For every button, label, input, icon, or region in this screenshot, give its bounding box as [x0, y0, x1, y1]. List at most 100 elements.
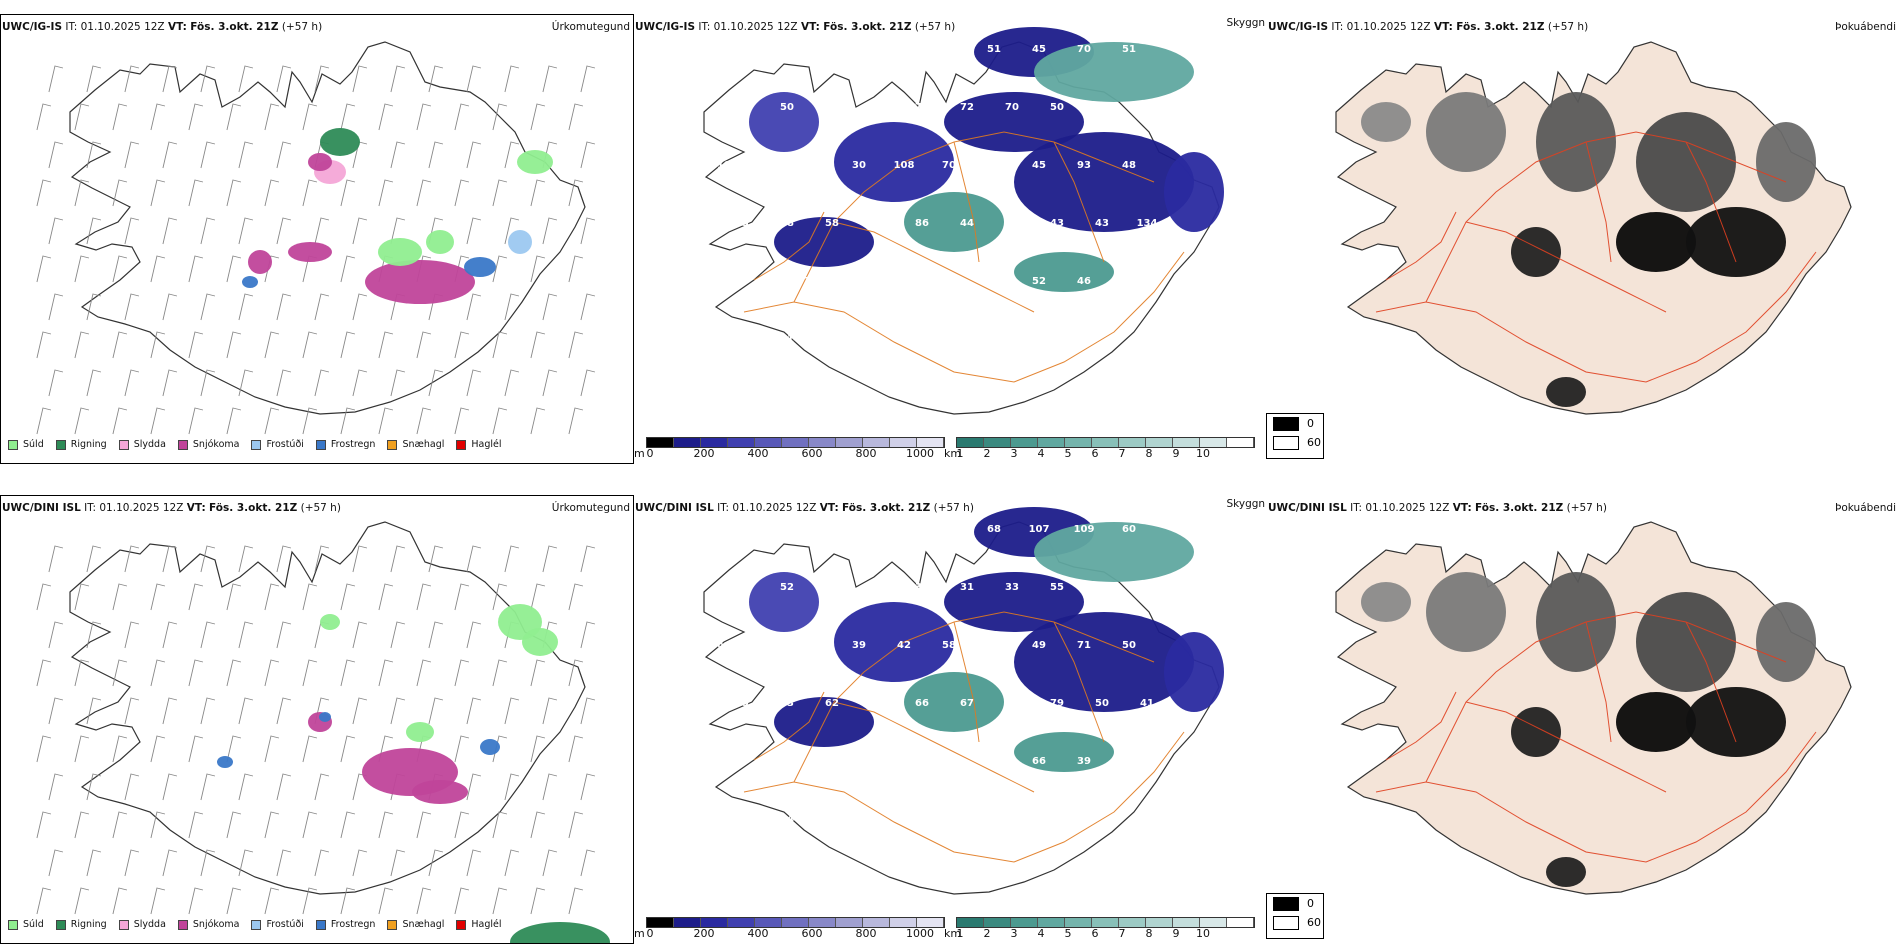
cloud-base-area	[1014, 252, 1114, 292]
cloud-base-area	[1034, 522, 1194, 582]
road	[743, 731, 1185, 863]
wind-barb	[416, 407, 432, 435]
legend-item: Frostregn	[315, 439, 375, 450]
wind-barb	[124, 217, 140, 245]
wind-barb	[340, 659, 356, 687]
visibility-label: 107	[849, 524, 870, 535]
wind-barb	[466, 293, 482, 321]
colorbar-tick: 3	[1010, 447, 1018, 460]
wind-barb	[302, 103, 318, 131]
colorbar-cell	[809, 438, 836, 447]
precip-area	[517, 150, 553, 174]
lead-time: (+57 h)	[300, 502, 341, 514]
visibility-label: 18	[717, 160, 731, 171]
colorbar-cell	[809, 918, 836, 927]
road	[1585, 141, 1612, 263]
visibility-label: 50	[1095, 698, 1109, 709]
colorbar-tick: 5	[1064, 447, 1072, 460]
colorbar-cell	[782, 918, 809, 927]
road	[833, 221, 1035, 313]
fog-panel-row2: UWC/DINI ISL IT: 01.10.2025 12Z VT: Fös.…	[1266, 492, 1900, 944]
visibility-label: 58	[942, 640, 956, 651]
wind-barb	[74, 103, 90, 131]
wind-barb	[416, 887, 432, 915]
precip-area	[412, 780, 468, 804]
vt-label: VT:	[1433, 21, 1453, 33]
fog-panel-row1: UWC/IG-IS IT: 01.10.2025 12Z VT: Fös. 3.…	[1266, 12, 1900, 464]
colorbar-cell	[917, 438, 944, 447]
colorbar-tick: 1	[956, 927, 964, 940]
colorbar-cell	[1173, 438, 1200, 447]
colorbar-tick: 7	[1118, 447, 1126, 460]
visibility-label: 107	[1029, 524, 1050, 535]
wind-barb	[150, 735, 166, 763]
wind-barb	[390, 849, 406, 877]
precip-map-row1	[36, 41, 596, 435]
wind-barb	[504, 65, 520, 93]
wind-barb	[504, 293, 520, 321]
wind-barb	[378, 407, 394, 435]
it-value: 01.10.2025 12Z	[80, 21, 165, 33]
precip-panel-row1: UWC/IG-IS IT: 01.10.2025 12Z VT: Fös. 3.…	[0, 12, 634, 464]
road	[1685, 621, 1737, 743]
run-header: UWC/IG-IS IT: 01.10.2025 12Z VT: Fös. 3.…	[635, 21, 955, 33]
wind-barb	[428, 65, 444, 93]
wind-barb	[74, 583, 90, 611]
wind-barb	[200, 293, 216, 321]
visibility-label: 56	[1122, 276, 1136, 287]
visibility-label: 62	[825, 698, 839, 709]
wind-barb	[530, 659, 546, 687]
visibility-label: 56	[1095, 102, 1109, 113]
wind-barb	[314, 545, 330, 573]
wind-barb	[188, 331, 204, 359]
legend-swatch	[118, 439, 129, 450]
precip-area	[217, 756, 233, 768]
wind-barb	[150, 255, 166, 283]
wind-barb	[238, 773, 254, 801]
fog-index-area	[1616, 212, 1696, 272]
wind-barb	[238, 293, 254, 321]
visibility-label: 35	[1122, 756, 1136, 767]
wind-barb	[416, 811, 432, 839]
visibility-label: 52	[780, 582, 794, 593]
colorbar-tick: 8	[1145, 927, 1153, 940]
wind-barb	[428, 141, 444, 169]
wind-barb	[36, 735, 52, 763]
visibility-label: 73	[915, 102, 929, 113]
legend-item: Snæhagl	[387, 439, 444, 450]
visibility-label: 57	[987, 276, 1001, 287]
colorbar-cell	[890, 918, 917, 927]
visibility-label: 73	[987, 640, 1001, 651]
legend-label: Rigning	[70, 439, 107, 450]
legend-swatch	[8, 439, 18, 450]
wind-barb	[352, 621, 368, 649]
wind-barb	[124, 621, 140, 649]
lead-time: (+57 h)	[914, 21, 956, 33]
panel-title: Úrkomutegund	[551, 21, 630, 33]
fog-value: 60	[1307, 916, 1321, 929]
wind-barb	[74, 887, 90, 915]
visibility-label: 134	[1137, 218, 1158, 229]
cloud-base-area	[904, 192, 1004, 252]
wind-barb	[428, 369, 444, 397]
wind-barb	[200, 849, 216, 877]
visibility-label: 39	[807, 160, 821, 171]
visibility-label: 39	[852, 640, 866, 651]
wind-barb	[264, 179, 280, 207]
visibility-label: 54	[807, 44, 821, 55]
it-value: 01.10.2025 12Z	[1346, 21, 1431, 33]
wind-barb	[264, 887, 280, 915]
wind-barb	[340, 331, 356, 359]
wind-barb	[48, 545, 64, 573]
wind-barb	[352, 697, 368, 725]
visibility-label: 143	[759, 524, 780, 535]
colorbar-cell	[1227, 918, 1254, 927]
fog-swatch	[1273, 896, 1299, 911]
visibility-label: 118	[804, 276, 825, 287]
road	[793, 611, 1155, 783]
wind-barb	[428, 621, 444, 649]
visibility-label: 50	[870, 582, 884, 593]
lead-time: (+57 h)	[1547, 21, 1589, 33]
road	[1053, 621, 1105, 743]
wind-barb	[150, 811, 166, 839]
